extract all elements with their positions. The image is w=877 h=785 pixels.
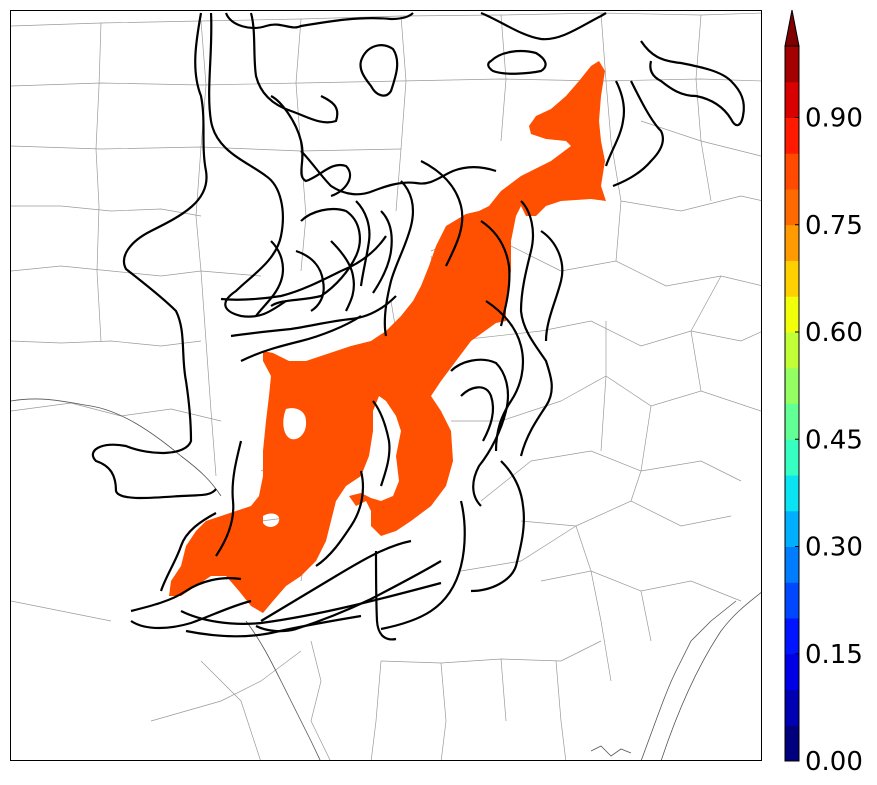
colorbar-segment (785, 689, 799, 726)
colorbar-segment (785, 81, 799, 118)
colorbar-tick-label: 0.60 (805, 318, 863, 348)
state-boundaries (11, 398, 761, 760)
map-panel (10, 10, 762, 761)
colorbar-segment (785, 189, 799, 226)
colorbar-tick-label: 0.45 (805, 425, 863, 455)
colorbar-segment (785, 510, 799, 547)
colorbar-tick-label: 0.00 (805, 747, 863, 777)
colorbar-segment (785, 46, 799, 83)
colorbar-segment (785, 260, 799, 297)
colorbar-segment (785, 475, 799, 512)
map-svg (11, 11, 761, 760)
colorbar-segment (785, 367, 799, 404)
colorbar-segment (785, 618, 799, 655)
contour-lines (91, 11, 745, 641)
colorbar-segment (785, 725, 799, 762)
colorbar-segment (785, 582, 799, 619)
colorbar-segment (785, 117, 799, 154)
colorbar-segment (785, 546, 799, 583)
colorbar-segment (785, 439, 799, 476)
colorbar-segment (785, 332, 799, 369)
county-boundaries (11, 12, 761, 760)
colorbar-tick-label: 0.90 (805, 104, 863, 134)
colorbar-extend-arrow (784, 9, 800, 47)
colorbar-tick-label: 0.15 (805, 640, 863, 670)
colorbar-tick-label: 0.75 (805, 211, 863, 241)
colorbar-outline (784, 45, 800, 762)
colorbar-segment (785, 653, 799, 690)
probability-fill (169, 61, 606, 613)
colorbar: 0.00 0.15 0.30 0.45 0.60 0.75 0.90 (783, 9, 877, 780)
colorbar-segment (785, 153, 799, 190)
colorbar-segment (785, 296, 799, 333)
colorbar-segment (785, 403, 799, 440)
colorbar-segment (785, 224, 799, 261)
colorbar-tick-label: 0.30 (805, 533, 863, 563)
colorbar-svg: 0.00 0.15 0.30 0.45 0.60 0.75 0.90 (784, 9, 863, 777)
